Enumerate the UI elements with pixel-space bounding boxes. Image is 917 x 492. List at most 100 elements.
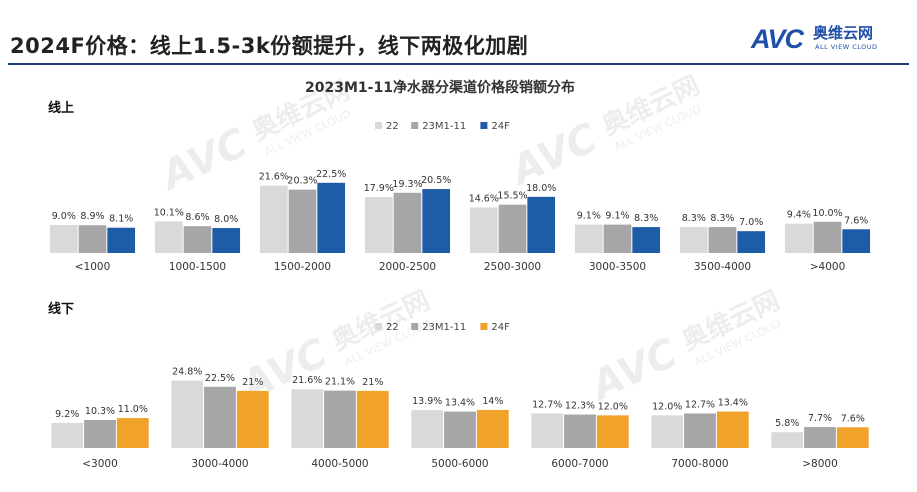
bar — [259, 185, 288, 253]
legend-label: 22 — [386, 322, 399, 333]
data-label: 7.0% — [739, 217, 763, 228]
bar — [212, 228, 241, 253]
bar — [527, 196, 556, 253]
bar — [684, 413, 716, 448]
bar — [422, 189, 451, 253]
legend-label: 23M1-11 — [422, 322, 466, 333]
data-label: 8.3% — [634, 213, 658, 224]
bar — [842, 229, 871, 253]
category-label: 5000-6000 — [431, 458, 488, 470]
bar — [154, 221, 183, 253]
category-label: 3000-3500 — [589, 261, 646, 273]
bar — [469, 207, 498, 253]
data-label: 13.4% — [718, 398, 748, 409]
category-label: 2000-2500 — [379, 261, 436, 273]
data-label: 12.3% — [565, 401, 595, 412]
data-label: 8.1% — [109, 214, 133, 225]
legend-swatch — [411, 122, 419, 129]
bar — [836, 427, 869, 448]
data-label: 22.5% — [205, 373, 235, 384]
data-label: 21.6% — [292, 375, 322, 386]
bar — [291, 389, 324, 448]
logo-cn: 奥维云网 — [813, 24, 874, 42]
data-label: 17.9% — [364, 183, 394, 194]
data-label: 14.6% — [469, 193, 499, 204]
watermark-mark: AVC — [152, 120, 254, 200]
data-label: 21% — [242, 377, 263, 388]
category-label: 1500-2000 — [274, 261, 331, 273]
bar — [596, 415, 629, 448]
chart-title: 2023M1-11净水器分渠道价格段销额分布 — [305, 79, 575, 96]
data-label: 9.2% — [55, 409, 79, 420]
data-label: 12.0% — [598, 401, 628, 412]
slide-title: 2024F价格：线上1.5-3k份额提升，线下两极化加剧 — [10, 34, 529, 58]
data-label: 18.0% — [526, 183, 556, 194]
bar — [236, 390, 269, 448]
data-label: 7.7% — [808, 413, 832, 424]
data-label: 15.5% — [497, 191, 527, 202]
data-label: 13.4% — [445, 398, 475, 409]
category-label: >8000 — [802, 458, 838, 470]
panel-label: 线上 — [48, 100, 74, 116]
bar — [771, 432, 804, 448]
data-label: 9.0% — [52, 211, 76, 222]
data-label: 21.1% — [325, 377, 355, 388]
category-label: 3000-4000 — [191, 458, 248, 470]
bar — [679, 227, 708, 253]
category-label: 6000-7000 — [551, 458, 608, 470]
bar — [476, 409, 509, 448]
legend-swatch — [480, 122, 488, 129]
bar — [204, 386, 236, 448]
legend-label: 23M1-11 — [422, 121, 466, 132]
avc-logo: AVC 奥维云网 ALL VIEW CLOUD — [751, 22, 901, 56]
bar — [288, 189, 317, 253]
bar — [531, 413, 564, 448]
data-label: 19.3% — [392, 179, 422, 190]
data-label: 9.1% — [605, 211, 629, 222]
bar — [364, 197, 393, 253]
data-label: 8.6% — [185, 212, 209, 223]
data-label: 13.9% — [412, 396, 442, 407]
data-label: 8.3% — [710, 213, 734, 224]
category-label: 7000-8000 — [671, 458, 728, 470]
bar — [107, 227, 136, 253]
logo-en: ALL VIEW CLOUD — [815, 43, 878, 51]
bar — [632, 227, 661, 253]
bar — [49, 224, 78, 253]
data-label: 8.9% — [80, 211, 104, 222]
category-label: 4000-5000 — [311, 458, 368, 470]
bar — [498, 204, 527, 253]
legend-label: 22 — [386, 121, 399, 132]
data-label: 20.3% — [287, 176, 317, 187]
panel-label: 线下 — [48, 301, 74, 317]
data-label: 11.0% — [118, 404, 148, 415]
bar — [603, 224, 632, 253]
bar — [813, 221, 842, 253]
data-label: 21.6% — [259, 172, 289, 183]
bar — [84, 419, 116, 448]
bar — [183, 226, 212, 253]
category-label: <1000 — [75, 261, 111, 273]
category-label: 2500-3000 — [484, 261, 541, 273]
bar — [564, 414, 596, 448]
bar — [324, 390, 356, 448]
bar — [411, 410, 444, 448]
data-label: 10.1% — [154, 207, 184, 218]
bar — [51, 422, 84, 448]
bar — [716, 411, 749, 448]
data-label: 9.4% — [787, 210, 811, 221]
title-divider — [8, 63, 909, 65]
data-label: 8.0% — [214, 214, 238, 225]
bar — [444, 411, 476, 448]
legend-swatch — [411, 323, 419, 330]
legend-swatch — [375, 122, 382, 129]
bar — [651, 415, 684, 448]
category-label: 1000-1500 — [169, 261, 226, 273]
category-label: >4000 — [810, 261, 846, 273]
data-label: 20.5% — [421, 175, 451, 186]
legend-label: 24F — [491, 322, 510, 333]
bar — [784, 223, 813, 253]
data-label: 7.6% — [844, 215, 868, 226]
